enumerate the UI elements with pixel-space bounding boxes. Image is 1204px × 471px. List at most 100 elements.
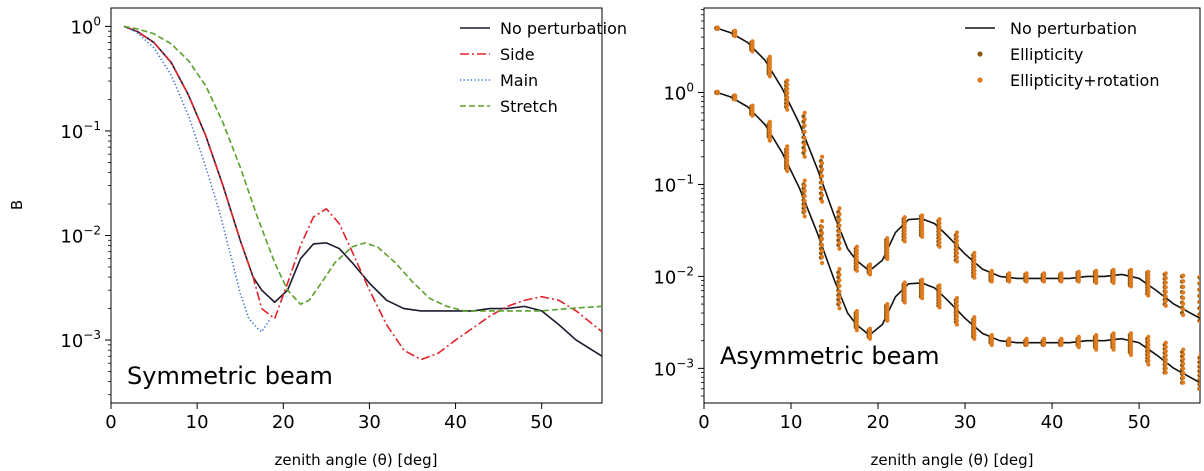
ellipticity-rotation-point [1198, 306, 1200, 311]
ellipticity-rotation-point [902, 218, 907, 223]
asymmetric-beam-panel: 0 10 20 30 40 50 100 10−1 10−2 10−3 zenith angle… [653, 7, 1201, 469]
ellipticity-rotation-point [802, 135, 807, 141]
ellipticity-rotation-point [1163, 344, 1168, 350]
ellipticity-rotation-point [867, 262, 873, 267]
ellipticity-rotation-point [785, 99, 790, 104]
ellipticity-rotation-point [1094, 332, 1099, 338]
ellipticity-rotation-point [1146, 276, 1151, 281]
right-x-tick-label: 40 [1041, 412, 1064, 433]
ellipticity-rotation-point [1007, 271, 1012, 276]
ellipticity-rotation-point [1024, 336, 1029, 341]
right-plot-area [703, 7, 1201, 404]
right-legend: No perturbation Ellipticity Ellipticity+ro… [965, 19, 1159, 90]
ellipticity-rotation-point [954, 251, 960, 256]
ellipticity-rotation-point [1128, 267, 1134, 272]
ellipticity-rotation-point [1163, 294, 1168, 299]
left-y-tick-label: 10−2 [60, 224, 101, 248]
legend-label: No perturbation [500, 19, 627, 38]
ellipticity-rotation-point [920, 231, 925, 236]
left-x-tick-label: 10 [186, 412, 209, 433]
ellipticity-rotation-point [854, 248, 859, 253]
ellipticity-rotation-point [750, 103, 755, 108]
ellipticity-rotation-point [715, 25, 720, 30]
right-x-tick-label: 50 [1128, 412, 1151, 433]
ellipticity-rotation-point [1181, 380, 1186, 385]
ellipticity-rotation-point [902, 239, 907, 244]
symmetric-beam-label: Symmetric beam [127, 362, 333, 390]
ellipticity-rotation-point [1059, 271, 1064, 276]
ellipticity-rotation-point [785, 90, 790, 96]
ellipticity-rotation-point [972, 324, 977, 329]
ellipticity-rotation-point [1198, 319, 1200, 324]
ellipticity-rotation-point [854, 268, 859, 273]
ellipticity-rotation-point [785, 95, 790, 100]
left-y-tick-label: 10−3 [60, 328, 101, 352]
ellipticity-rotation-point [885, 242, 890, 247]
right-y-tick-label: 10−2 [653, 264, 694, 288]
ellipticity-rotation-point [732, 93, 738, 98]
ellipticity-rotation-point [1181, 290, 1186, 295]
ellipticity-rotation-point [972, 250, 977, 256]
ellipticity-rotation-point [785, 103, 790, 108]
ellipticity-rotation-point [920, 234, 925, 239]
ellipticity-rotation-point [1181, 347, 1186, 352]
ellipticity-rotation-point [1163, 349, 1168, 354]
ellipticity-rotation-point [1181, 307, 1186, 312]
ellipticity-rotation-point [819, 161, 825, 166]
ellipticity-rotation-point [902, 283, 907, 288]
ellipticity-rotation-point [1198, 367, 1200, 372]
stretch-line [123, 25, 602, 312]
ellipticity-rotation-point [954, 234, 960, 239]
ellipticity-rotation-point [937, 302, 942, 307]
left-plot-area [110, 7, 603, 404]
ellipticity-rotation-point [750, 39, 755, 44]
ellipticity-rotation-point [1111, 331, 1116, 336]
ellipticity-rotation-point [902, 228, 907, 234]
ellipticity-rotation-point [854, 251, 859, 256]
ellipticity-rotation-point [954, 322, 960, 327]
ellipticity-rotation-point [785, 151, 790, 156]
ellipticity-rotation-point [785, 147, 790, 152]
ellipticity-rotation-point [819, 199, 825, 204]
ellipticity-rotation-point [1128, 349, 1134, 354]
ellipticity-rotation-point [802, 123, 807, 128]
ellipticity-rotation-point [854, 308, 859, 314]
ellipticity-rotation-point [920, 213, 925, 218]
ellipticity-rotation-point [1163, 361, 1168, 367]
ellipticity-rotation-point [785, 161, 790, 167]
ellipticity-rotation-point [1146, 342, 1151, 347]
right-x-tick-label: 30 [954, 412, 977, 433]
ellipticity-rotation-point [937, 220, 942, 226]
ellipticity-rotation-point [920, 277, 925, 282]
left-legend: No perturbation Side Main Stretch [460, 19, 627, 116]
ellipticity-rotation-point [837, 223, 842, 228]
ellipticity-rotation-point [1181, 296, 1186, 301]
ellipticity-rotation-point [902, 297, 907, 302]
ellipticity-rotation-point [715, 89, 720, 94]
ellipticity-rotation-point [1181, 301, 1186, 306]
ellipticity-rotation-point [819, 186, 825, 191]
ellipticity-rotation-point [837, 306, 842, 311]
ellipticity-rotation-point [1181, 352, 1186, 357]
left-y-axis: 100 10−1 10−2 10−3 [60, 14, 111, 396]
ellipticity-rotation-point [1163, 285, 1168, 290]
ellipticity-rotation-point [954, 296, 960, 301]
ellipticity-rotation-point [802, 154, 807, 159]
left-x-tick-label: 20 [272, 412, 295, 433]
ellipticity-rotation-point [937, 217, 942, 222]
right-y-tick-label: 100 [663, 81, 694, 105]
ellipticity-rotation-point [1163, 353, 1168, 358]
ellipticity-rotation-point [920, 222, 925, 227]
ellipticity-rotation-point [819, 180, 825, 185]
right-x-tick-label: 0 [698, 412, 709, 433]
ellipticity-point [818, 164, 823, 169]
ellipticity-rotation-point [1007, 336, 1012, 341]
ellipticity-rotation-point [920, 216, 925, 221]
right-y-axis: 100 10−1 10−2 10−3 [653, 9, 704, 397]
ellipticity-rotation-point [819, 167, 825, 172]
right-x-tick-label: 20 [867, 412, 890, 433]
legend-label: Main [500, 71, 538, 90]
ellipticity-rotation-point [1024, 271, 1029, 276]
ellipticity-rotation-point [785, 78, 790, 83]
legend-label: Stretch [500, 97, 558, 116]
